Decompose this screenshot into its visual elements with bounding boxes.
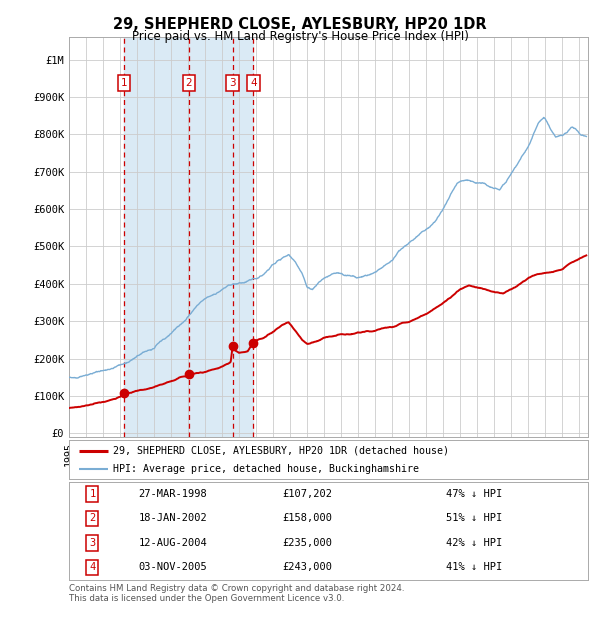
Text: 1: 1 <box>121 78 127 88</box>
Text: 3: 3 <box>229 78 236 88</box>
Text: 47% ↓ HPI: 47% ↓ HPI <box>446 489 502 499</box>
Text: 12-AUG-2004: 12-AUG-2004 <box>139 538 207 548</box>
Text: 27-MAR-1998: 27-MAR-1998 <box>139 489 207 499</box>
Text: 3: 3 <box>89 538 95 548</box>
Text: HPI: Average price, detached house, Buckinghamshire: HPI: Average price, detached house, Buck… <box>113 464 419 474</box>
Text: 1: 1 <box>89 489 95 499</box>
Text: 4: 4 <box>250 78 257 88</box>
Text: 03-NOV-2005: 03-NOV-2005 <box>139 562 207 572</box>
Text: 2: 2 <box>89 513 95 523</box>
Text: £235,000: £235,000 <box>283 538 333 548</box>
Text: £158,000: £158,000 <box>283 513 333 523</box>
Text: 18-JAN-2002: 18-JAN-2002 <box>139 513 207 523</box>
Text: 41% ↓ HPI: 41% ↓ HPI <box>446 562 502 572</box>
Text: Contains HM Land Registry data © Crown copyright and database right 2024.
This d: Contains HM Land Registry data © Crown c… <box>69 584 404 603</box>
Text: 42% ↓ HPI: 42% ↓ HPI <box>446 538 502 548</box>
Bar <box>124 37 253 437</box>
Text: 4: 4 <box>89 562 95 572</box>
Text: 29, SHEPHERD CLOSE, AYLESBURY, HP20 1DR: 29, SHEPHERD CLOSE, AYLESBURY, HP20 1DR <box>113 17 487 32</box>
Text: £107,202: £107,202 <box>283 489 333 499</box>
Text: 29, SHEPHERD CLOSE, AYLESBURY, HP20 1DR (detached house): 29, SHEPHERD CLOSE, AYLESBURY, HP20 1DR … <box>113 446 449 456</box>
Text: Price paid vs. HM Land Registry's House Price Index (HPI): Price paid vs. HM Land Registry's House … <box>131 30 469 43</box>
Text: 2: 2 <box>185 78 192 88</box>
Text: £243,000: £243,000 <box>283 562 333 572</box>
Text: 51% ↓ HPI: 51% ↓ HPI <box>446 513 502 523</box>
